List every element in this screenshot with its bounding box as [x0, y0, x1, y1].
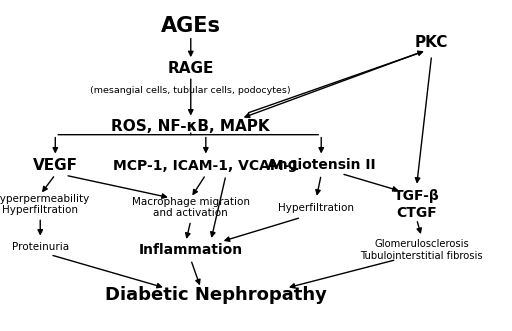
Text: MCP-1, ICAM-1, VCAM-1: MCP-1, ICAM-1, VCAM-1: [113, 159, 299, 172]
Text: Macrophage migration
and activation: Macrophage migration and activation: [132, 197, 250, 218]
Text: ROS, NF-κB, MAPK: ROS, NF-κB, MAPK: [112, 119, 270, 134]
Text: TGF-β
CTGF: TGF-β CTGF: [394, 189, 439, 219]
Text: AGEs: AGEs: [161, 16, 221, 36]
Text: Hyperfiltration: Hyperfiltration: [278, 203, 354, 213]
Text: VEGF: VEGF: [33, 158, 78, 173]
Text: RAGE: RAGE: [167, 61, 214, 76]
Text: Proteinuria: Proteinuria: [12, 242, 69, 252]
Text: Glomerulosclerosis
Tubulointerstitial fibrosis: Glomerulosclerosis Tubulointerstitial fi…: [360, 239, 483, 260]
Text: (mesangial cells, tubular cells, podocytes): (mesangial cells, tubular cells, podocyt…: [91, 86, 291, 95]
Text: Angiotensin II: Angiotensin II: [267, 159, 375, 172]
Text: Inflammation: Inflammation: [139, 243, 243, 257]
Text: Hyperpermeability
Hyperfiltration: Hyperpermeability Hyperfiltration: [0, 194, 89, 215]
Text: PKC: PKC: [415, 35, 449, 50]
Text: Diabetic Nephropathy: Diabetic Nephropathy: [105, 286, 327, 304]
